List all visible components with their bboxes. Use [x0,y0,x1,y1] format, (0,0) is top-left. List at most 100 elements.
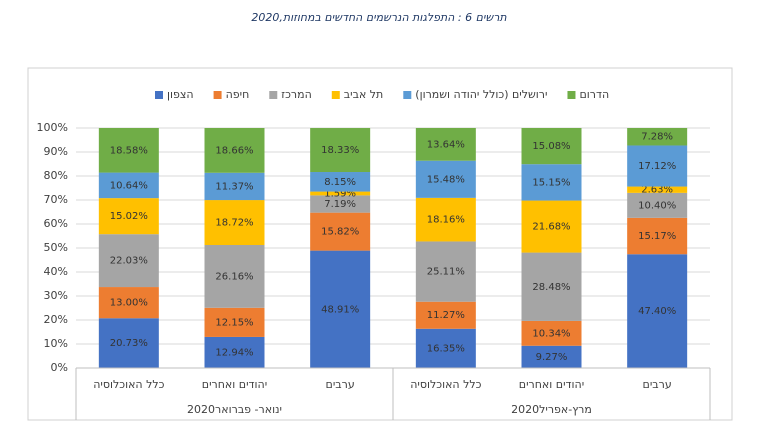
value-label: 15.02% [110,211,148,222]
bar-segment [310,212,371,251]
value-label: 18.33% [321,145,359,156]
bar-segment [204,200,265,245]
y-tick-label: 50% [44,241,68,254]
bar-segment [415,127,476,161]
bar-segment [204,245,265,308]
value-label: 15.08% [532,141,570,152]
legend-label: חיפה [226,88,250,101]
value-label: 26.16% [215,271,253,282]
y-tick-label: 30% [44,289,68,302]
y-tick-label: 90% [44,145,68,158]
bar-segment [98,128,159,173]
bar-segment [98,172,159,199]
legend-swatch [213,91,222,99]
y-tick-label: 60% [44,217,68,230]
bar-segment [627,254,688,368]
bar-segment [310,195,371,213]
value-label: 21.68% [532,222,570,233]
value-label: 7.28% [641,132,673,143]
value-label: 10.34% [532,328,570,339]
bar-segment [415,241,476,302]
x-tick-label: כלל האוכלוסיה [410,378,481,391]
chart-frame [27,67,733,421]
y-tick-label: 10% [44,337,68,350]
legend-swatch [269,91,278,99]
y-tick-label: 70% [44,193,68,206]
legend-label: ירושלים (כולל יהודה ושמרון) [415,88,547,101]
legend-swatch [155,91,163,99]
value-label: 2.63% [641,185,673,196]
value-label: 18.58% [110,145,148,156]
bar-segment [415,197,476,242]
value-label: 20.73% [110,338,148,349]
value-label: 13.64% [427,139,465,150]
group-label: מרץ-אפריל2020 [511,403,592,416]
value-label: 28.48% [532,282,570,293]
bar-segment [521,200,582,253]
value-label: 9.27% [536,352,568,363]
value-label: 12.94% [215,347,253,358]
value-label: 12.15% [215,317,253,328]
bar-segment [204,336,265,368]
bar-segment [415,160,476,198]
x-tick-label: יהודים ואחרים [202,378,267,391]
bar-segment [204,128,265,173]
group-label: ינואר- פברואר2020 [187,403,282,416]
bar-segment [98,318,159,368]
value-label: 13.00% [110,298,148,309]
bar-segment [98,287,159,319]
bar-segment [627,217,688,255]
legend-label: הצפון [167,88,194,101]
value-label: 22.03% [110,256,148,267]
value-label: 15.48% [427,174,465,185]
value-label: 1.59% [324,188,356,199]
x-tick-label: יהודים ואחרים [519,378,584,391]
bar-segment [310,172,371,192]
value-label: 18.72% [215,218,253,229]
value-label: 10.64% [110,180,148,191]
legend-swatch [403,91,412,99]
y-tick-label: 40% [44,265,68,278]
value-label: 25.11% [427,267,465,278]
value-label: 7.19% [324,199,356,210]
y-tick-label: 100% [37,121,68,134]
y-tick-label: 20% [44,313,68,326]
value-label: 8.15% [324,177,356,188]
x-tick-label: ערבים [643,378,672,391]
bar-segment [310,128,371,173]
bar-segment [627,192,688,218]
bar-segment [204,307,265,337]
bar-segment [415,301,476,329]
legend-label: המרכז [281,88,312,101]
legend-label: הדרום [579,88,609,101]
bar-segment [521,252,582,321]
legend-swatch [331,91,340,99]
value-label: 11.27% [427,310,465,321]
value-label: 15.17% [638,231,676,242]
bar-segment [627,145,688,187]
value-label: 11.37% [215,181,253,192]
value-label: 17.12% [638,161,676,172]
legend-swatch [567,91,576,99]
bar-segment [627,128,688,146]
value-label: 15.15% [532,177,570,188]
y-tick-label: 0% [51,361,68,374]
bar-segment [98,198,159,235]
chart-title: תרשים 6 : התפלגות הנרשמים החדשים במחוזות… [251,11,506,24]
bar-segment [627,186,688,193]
legend-label: תל אביב [344,88,384,101]
bar-segment [415,328,476,368]
bar-segment [521,345,582,368]
value-label: 18.16% [427,215,465,226]
bar-segment [98,234,159,288]
bar-segment [310,250,371,368]
y-tick-label: 80% [44,169,68,182]
bar-segment [310,191,371,196]
x-tick-label: כלל האוכלוסיה [93,378,164,391]
bar-segment [521,164,582,201]
value-label: 15.82% [321,227,359,238]
x-tick-label: ערבים [326,378,355,391]
bar-segment [521,320,582,346]
bar-segment [204,172,265,201]
